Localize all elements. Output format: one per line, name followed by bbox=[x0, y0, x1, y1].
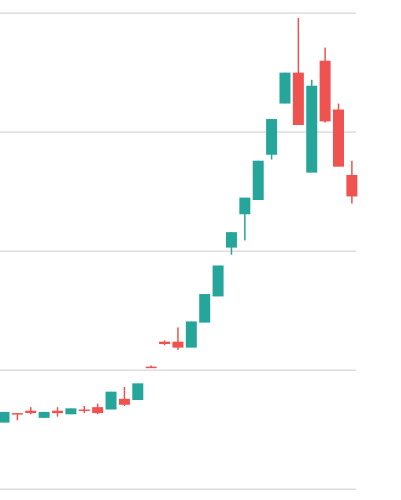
candle-body bbox=[199, 294, 211, 323]
candle-body bbox=[239, 197, 251, 215]
candle-body bbox=[279, 72, 291, 104]
candle-body bbox=[25, 410, 37, 414]
candle-body bbox=[0, 411, 10, 423]
candle-body bbox=[132, 383, 144, 400]
candle-body bbox=[11, 413, 23, 415]
candle-body bbox=[52, 410, 64, 414]
candle-body bbox=[172, 341, 184, 348]
candle-body bbox=[118, 398, 130, 405]
candle-body bbox=[38, 411, 50, 418]
candle-body bbox=[159, 341, 171, 345]
candle-body bbox=[92, 407, 104, 414]
candle-body bbox=[319, 60, 331, 122]
candle-body bbox=[225, 232, 237, 248]
candle-body bbox=[292, 72, 304, 125]
candle-body bbox=[145, 366, 157, 369]
candle-body bbox=[185, 321, 197, 348]
candle-body bbox=[346, 175, 358, 197]
candle-body bbox=[266, 119, 278, 155]
candle-body bbox=[78, 409, 90, 412]
candle-body bbox=[306, 85, 318, 173]
candle-body bbox=[252, 160, 264, 200]
candle-body bbox=[65, 408, 77, 415]
candle-body bbox=[212, 265, 224, 297]
candle-body bbox=[105, 391, 117, 410]
candle-body bbox=[333, 109, 344, 167]
